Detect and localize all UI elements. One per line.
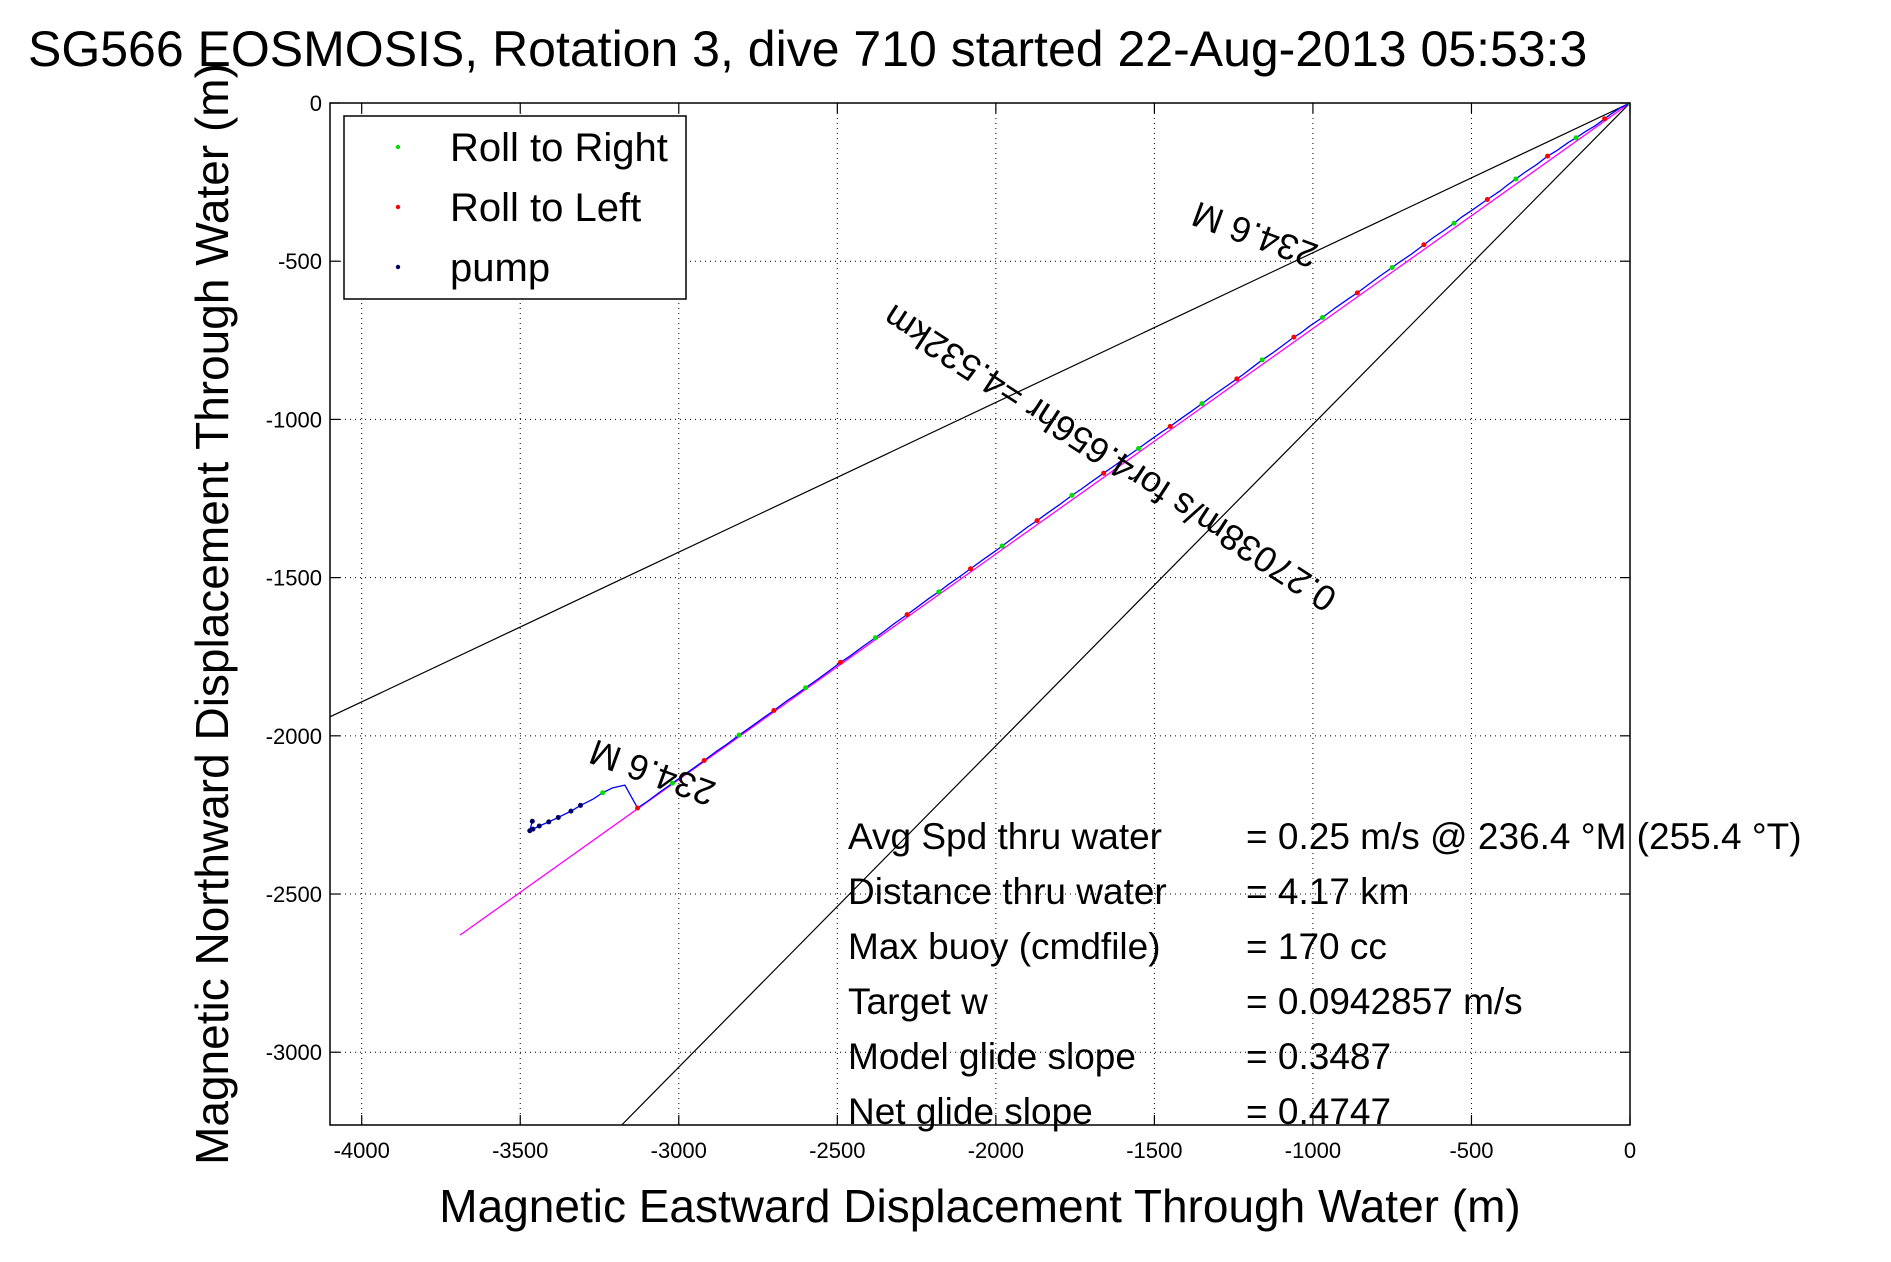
y-tick-label: -2000 — [266, 724, 322, 749]
roll-right-point — [1451, 220, 1457, 226]
y-tick-label: 0 — [310, 91, 322, 116]
pump-point — [555, 814, 561, 820]
legend-label: Roll to Left — [450, 186, 641, 230]
roll-left-point — [1291, 334, 1297, 340]
y-tick-label: -1000 — [266, 407, 322, 432]
stat-label: Max buoy (cmdfile) — [848, 926, 1161, 967]
x-tick-label: -2000 — [968, 1138, 1024, 1163]
roll-left-point — [1421, 242, 1427, 248]
roll-left-point — [837, 659, 843, 665]
x-tick-label: -2500 — [809, 1138, 865, 1163]
stat-label: Net glide slope — [848, 1091, 1093, 1132]
x-tick-label: -3500 — [492, 1138, 548, 1163]
y-tick-label: -3000 — [266, 1040, 322, 1065]
pump-point — [527, 828, 533, 834]
roll-right-point — [736, 732, 742, 738]
roll-left-point — [1354, 290, 1360, 296]
legend-label: pump — [450, 246, 550, 290]
y-axis-label: Magnetic Northward Displacement Through … — [186, 63, 238, 1165]
bound-line — [330, 103, 1630, 718]
heading-annotation: 234.6 M — [584, 731, 720, 814]
legend-box — [343, 115, 687, 300]
roll-right-point — [1259, 357, 1265, 363]
legend: Roll to Right Roll to Left pump — [343, 115, 687, 300]
stat-label: Model glide slope — [848, 1036, 1136, 1077]
legend-marker — [395, 144, 401, 150]
roll-left-point — [1234, 376, 1240, 382]
bound-line — [621, 103, 1630, 1125]
y-tick-label: -500 — [278, 249, 322, 274]
stat-label: Distance thru water — [848, 871, 1167, 912]
roll-right-point — [999, 543, 1005, 549]
roll-left-point — [635, 805, 641, 811]
roll-right-point — [1136, 446, 1142, 452]
roll-right-point — [1513, 176, 1519, 182]
x-tick-label: -1500 — [1126, 1138, 1182, 1163]
x-tick-label: 0 — [1624, 1138, 1636, 1163]
stat-value: = 170 cc — [1246, 926, 1387, 967]
stat-value: = 4.17 km — [1246, 871, 1410, 912]
roll-left-point — [904, 612, 910, 618]
stat-label: Target w — [848, 981, 988, 1022]
pump-point — [529, 818, 535, 824]
roll-right-point — [1319, 315, 1325, 321]
roll-right-point — [803, 685, 809, 691]
x-tick-label: -500 — [1449, 1138, 1493, 1163]
roll-left-point — [771, 708, 777, 714]
track-line — [528, 103, 1630, 832]
x-tick-label: -4000 — [334, 1138, 390, 1163]
axis-ticks: -4000 -3500 -3000 -2500 -2000 -1500 -1000 -500 0… — [266, 91, 1636, 1163]
x-axis-label: Magnetic Eastward Displacement Through W… — [439, 1180, 1520, 1232]
heading-annotation: 0.27038m/s for4.656hr =4.532km — [876, 296, 1344, 620]
roll-right-point — [1573, 135, 1579, 141]
stat-value: = 0.0942857 m/s — [1246, 981, 1523, 1022]
chart-title: SG566 EOSMOSIS, Rotation 3, dive 710 sta… — [28, 21, 1587, 77]
stat-label: Avg Spd thru water — [848, 816, 1162, 857]
stat-value: = 0.25 m/s @ 236.4 °M (255.4 °T) — [1246, 816, 1802, 857]
roll-left-point — [967, 566, 973, 572]
roll-left-point — [1545, 153, 1551, 159]
roll-right-point — [1069, 492, 1075, 498]
stats-block: Avg Spd thru water = 0.25 m/s @ 236.4 °M … — [848, 816, 1802, 1132]
x-tick-label: -1000 — [1285, 1138, 1341, 1163]
legend-label: Roll to Right — [450, 126, 668, 170]
pump-point — [546, 819, 552, 825]
roll-left-point — [1101, 470, 1107, 476]
roll-right-point — [1389, 265, 1395, 271]
roll-left-point — [1167, 423, 1173, 429]
stat-value: = 0.4747 — [1246, 1091, 1391, 1132]
roll-right-point — [1199, 401, 1205, 407]
legend-marker — [395, 264, 401, 270]
roll-left-point — [1484, 197, 1490, 203]
y-tick-label: -2500 — [266, 882, 322, 907]
x-tick-label: -3000 — [651, 1138, 707, 1163]
stat-value: = 0.3487 — [1246, 1036, 1391, 1077]
roll-right-point — [669, 780, 675, 786]
roll-right-point — [936, 589, 942, 595]
legend-marker — [395, 204, 401, 210]
plot-frame — [329, 102, 1631, 1126]
roll-left-point — [1034, 518, 1040, 524]
pump-point — [577, 802, 583, 808]
roll-right-point — [872, 635, 878, 641]
roll-right-point — [600, 790, 606, 796]
heading-annotation: 234.6 M — [1187, 193, 1323, 276]
roll-left-point — [1602, 116, 1608, 122]
y-tick-label: -1500 — [266, 566, 322, 591]
pump-point — [568, 808, 574, 814]
pump-point — [536, 823, 542, 829]
roll-left-point — [701, 757, 707, 763]
